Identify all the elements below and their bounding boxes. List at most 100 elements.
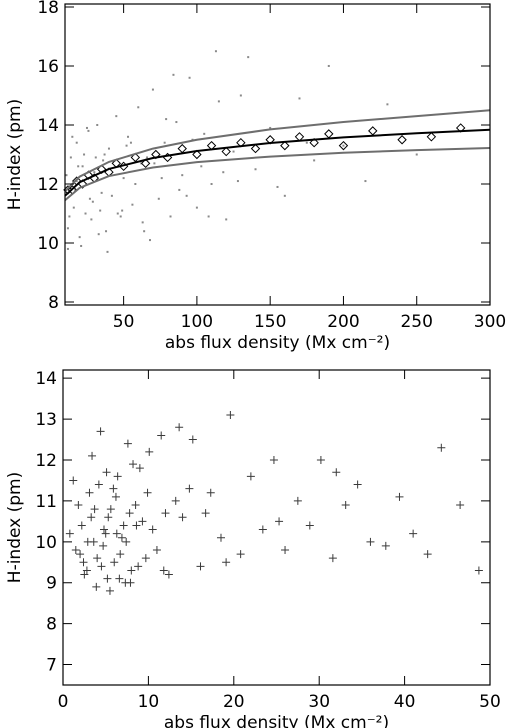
data-point	[188, 435, 197, 444]
data-point	[201, 509, 210, 518]
y-tick-label: 13	[35, 410, 57, 430]
fit-line	[64, 109, 491, 193]
data-point	[474, 566, 483, 575]
data-point	[127, 135, 130, 138]
data-point	[78, 236, 81, 239]
data-point	[99, 525, 108, 534]
data-point	[366, 537, 375, 546]
data-point	[141, 554, 150, 563]
data-point	[316, 456, 325, 464]
data-point	[69, 156, 72, 159]
data-point	[112, 529, 121, 538]
data-point	[75, 180, 78, 183]
x-tick-label: 30	[308, 692, 330, 712]
data-point	[107, 147, 110, 150]
data-point	[332, 468, 341, 477]
data-point	[109, 484, 118, 493]
data-point	[153, 162, 156, 165]
data-point	[94, 480, 103, 489]
fit-line	[64, 147, 491, 202]
data-point	[93, 554, 102, 563]
y-tick-label: 18	[37, 0, 59, 18]
data-point	[122, 177, 125, 180]
data-point	[85, 488, 94, 497]
data-point	[113, 472, 122, 481]
data-point	[175, 121, 178, 124]
data-point	[206, 488, 215, 497]
data-point	[364, 180, 367, 183]
data-point	[110, 558, 119, 567]
data-point	[122, 537, 131, 546]
x-axis-label: abs flux density (Mx cm⁻²)	[164, 713, 389, 728]
data-point	[90, 218, 93, 221]
data-point	[146, 156, 149, 159]
data-point	[74, 501, 83, 509]
y-tick-label: 10	[37, 234, 59, 254]
data-point	[221, 146, 231, 157]
data-point	[65, 174, 68, 177]
data-point	[72, 206, 75, 209]
data-point	[119, 215, 122, 218]
data-point	[275, 517, 284, 526]
data-point	[127, 566, 136, 575]
data-point	[203, 132, 206, 135]
data-point	[66, 227, 69, 230]
data-point	[76, 550, 85, 559]
data-point	[83, 153, 86, 156]
data-point	[368, 126, 378, 136]
data-point	[207, 215, 210, 218]
data-point	[200, 165, 203, 168]
data-point	[149, 239, 151, 242]
data-point	[97, 562, 106, 571]
data-point	[192, 149, 202, 160]
data-point	[83, 537, 92, 546]
y-tick-label: 12	[35, 451, 57, 471]
x-tick-label: 50	[479, 692, 501, 712]
data-point	[96, 427, 105, 436]
data-point	[100, 191, 103, 194]
data-point	[88, 197, 91, 200]
x-tick-label: 100	[181, 312, 213, 332]
data-point	[80, 570, 89, 579]
data-point	[269, 126, 272, 129]
data-point	[106, 250, 109, 253]
data-point	[75, 141, 78, 144]
data-point	[159, 566, 168, 575]
data-point	[338, 140, 349, 151]
y-tick-label: 9	[46, 574, 57, 594]
data-point	[327, 64, 330, 67]
data-point	[71, 546, 80, 554]
y-tick-label: 14	[35, 369, 57, 389]
x-tick-label: 10	[138, 692, 160, 712]
data-point	[125, 144, 128, 147]
data-point	[210, 183, 213, 186]
data-point	[116, 550, 125, 559]
data-point	[93, 171, 96, 174]
data-point	[160, 177, 163, 180]
x-tick-label: 150	[254, 312, 286, 332]
data-point	[115, 115, 118, 118]
data-point	[66, 247, 69, 250]
data-point	[175, 423, 184, 432]
data-point	[116, 212, 119, 215]
data-point	[324, 129, 334, 139]
x-tick-label: 40	[394, 692, 416, 712]
data-point	[172, 73, 175, 76]
y-tick-label: 16	[37, 57, 59, 77]
data-point	[196, 562, 205, 571]
data-point	[115, 574, 124, 583]
x-tick-label: 250	[400, 312, 432, 332]
data-point	[106, 505, 115, 514]
y-tick-label: 11	[35, 492, 57, 512]
data-point	[135, 464, 144, 473]
data-point	[283, 194, 286, 197]
data-point	[129, 141, 132, 144]
x-tick-label: 200	[327, 312, 359, 332]
y-axis-label: H-index (pm)	[5, 472, 25, 583]
data-point	[178, 188, 181, 191]
data-point	[437, 443, 446, 452]
data-point	[99, 541, 108, 550]
data-point	[222, 558, 231, 567]
data-point	[105, 586, 114, 595]
